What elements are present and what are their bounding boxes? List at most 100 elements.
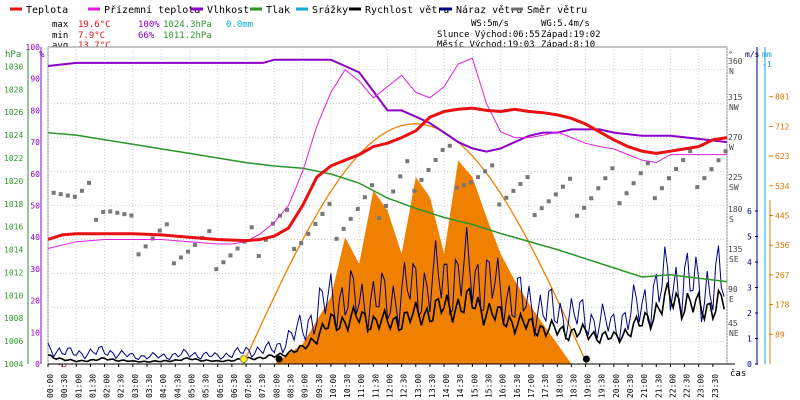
wm2-tick-178: 178 xyxy=(775,301,790,310)
direction-point-50 xyxy=(405,159,410,164)
stats-press-min: 1011.2hPa xyxy=(163,31,212,41)
direction-point-87 xyxy=(667,176,672,181)
direction-point-72 xyxy=(560,184,565,189)
direction-point-75 xyxy=(582,205,587,210)
direction-point-52 xyxy=(419,177,424,182)
direction-point-11 xyxy=(129,213,134,218)
direction-point-54 xyxy=(433,157,438,162)
direction-tick-135: 135 xyxy=(728,245,743,254)
direction-point-64 xyxy=(504,195,509,200)
moonrise-marker xyxy=(582,355,590,363)
x-tick-1830: 18:30 xyxy=(569,374,578,398)
x-tick-1100: 11:00 xyxy=(357,374,366,398)
hpa-tick-1028: 1028 xyxy=(4,85,23,94)
direction-point-57 xyxy=(454,185,459,190)
pct-tick-80: 80 xyxy=(30,106,40,115)
moonset-marker xyxy=(275,355,283,363)
x-tick-0330: 03:30 xyxy=(145,374,154,398)
legend-label-1: Teplota xyxy=(26,5,68,16)
hpa-tick-1018: 1018 xyxy=(4,200,23,209)
direction-point-47 xyxy=(384,203,389,208)
x-tick-1030: 10:30 xyxy=(343,374,352,398)
x-tick-1330: 13:30 xyxy=(428,374,437,398)
direction-tick-180: 180 xyxy=(728,205,743,214)
direction-tick-270: 270 xyxy=(728,133,743,142)
stats-label-max: max xyxy=(52,20,69,30)
hpa-tick-1012: 1012 xyxy=(4,268,23,277)
direction-point-58 xyxy=(461,183,466,188)
direction-point-65 xyxy=(511,188,516,193)
direction-point-55 xyxy=(440,147,445,152)
x-tick-1900: 19:00 xyxy=(584,374,593,398)
direction-point-60 xyxy=(476,175,481,180)
x-tick-0230: 02:30 xyxy=(117,374,126,398)
stats-label-avg: avg xyxy=(52,41,68,51)
direction-point-37 xyxy=(313,221,318,226)
x-axis-unit-label: čas xyxy=(730,368,746,379)
ms-tick-5: 5 xyxy=(747,233,752,242)
wm2-tick-623: 623 xyxy=(775,152,790,161)
direction-cardinal-NW: NW xyxy=(729,103,739,112)
direction-point-33 xyxy=(285,207,290,212)
direction-point-62 xyxy=(490,163,495,168)
ms-tick-3: 3 xyxy=(747,284,752,293)
series-ground-temp xyxy=(47,57,727,249)
direction-point-67 xyxy=(525,175,530,180)
pct-tick-40: 40 xyxy=(30,233,40,242)
direction-point-80 xyxy=(617,201,622,206)
direction-point-42 xyxy=(348,216,353,221)
ms-tick-4: 4 xyxy=(747,258,752,267)
x-tick-2030: 20:30 xyxy=(626,374,635,398)
direction-point-0 xyxy=(51,190,56,195)
ms-tick-1: 1 xyxy=(747,335,752,344)
direction-point-78 xyxy=(603,176,608,181)
pct-tick-100: 100 xyxy=(26,43,41,52)
ms-tick-0: 0 xyxy=(747,360,752,369)
x-tick-1930: 19:30 xyxy=(598,374,607,398)
direction-point-59 xyxy=(468,180,473,185)
x-tick-0100: 01:00 xyxy=(74,374,83,398)
direction-point-66 xyxy=(518,181,523,186)
direction-point-22 xyxy=(207,229,212,234)
axis-hpa-label: hPa xyxy=(5,50,21,60)
x-tick-2330: 23:30 xyxy=(711,374,720,398)
direction-point-3 xyxy=(72,194,77,199)
direction-point-44 xyxy=(362,195,367,200)
stats-panel: max 19.6°C 100% 1024.3hPa 0.0mm min 7.9°C 66% 10… xyxy=(52,20,253,51)
direction-point-29 xyxy=(256,253,261,258)
x-tick-1430: 14:30 xyxy=(456,374,465,398)
x-tick-2200: 22:00 xyxy=(668,374,677,398)
series-temperature xyxy=(47,106,728,243)
direction-point-81 xyxy=(624,191,629,196)
direction-cardinal-SW: SW xyxy=(729,183,739,192)
direction-point-92 xyxy=(702,176,707,181)
pct-tick-90: 90 xyxy=(30,75,40,84)
direction-point-16 xyxy=(164,222,169,227)
direction-point-38 xyxy=(320,211,325,216)
x-tick-0400: 04:00 xyxy=(159,374,168,398)
direction-cardinal-SE: SE xyxy=(729,255,739,264)
x-tick-0430: 04:30 xyxy=(173,374,182,398)
x-tick-1130: 11:30 xyxy=(371,374,380,398)
series-pressure xyxy=(47,132,728,283)
direction-point-95 xyxy=(723,149,728,154)
stats-temp-min: 7.9°C xyxy=(78,31,105,41)
legend-label-4: Tlak xyxy=(266,5,290,16)
direction-point-45 xyxy=(369,183,374,188)
info-ws: WS:5m/s xyxy=(471,19,509,29)
direction-point-23 xyxy=(214,267,219,272)
direction-point-28 xyxy=(249,225,254,230)
direction-point-24 xyxy=(221,260,226,265)
direction-point-2 xyxy=(65,193,70,198)
direction-point-36 xyxy=(306,231,311,236)
ms-tick-6: 6 xyxy=(747,207,752,216)
direction-point-93 xyxy=(709,167,714,172)
direction-point-77 xyxy=(596,186,601,191)
hpa-tick-1022: 1022 xyxy=(4,154,23,163)
x-tick-1800: 18:00 xyxy=(555,374,564,398)
direction-cardinal-NE: NE xyxy=(729,329,739,338)
x-tick-1200: 12:00 xyxy=(386,374,395,398)
x-axis: 00:00 00:30 01:00 01:30 02:00 02:30 03:00 03:30… xyxy=(46,363,746,398)
x-tick-1530: 15:30 xyxy=(485,374,494,398)
